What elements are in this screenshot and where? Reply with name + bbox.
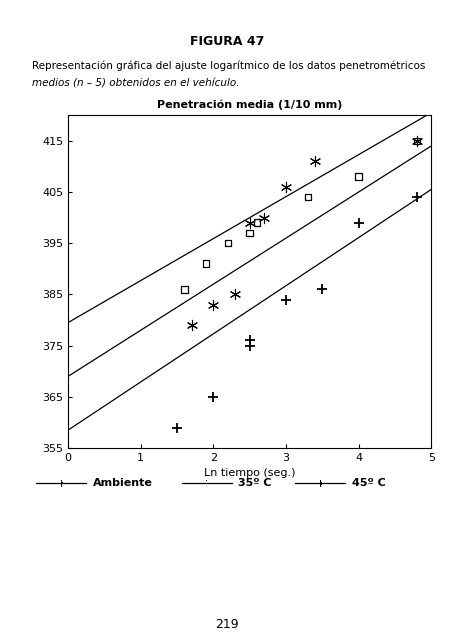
Point (261, 212, 268, 223)
Point (413, 192, 420, 202)
Point (321, 449, 328, 460)
Point (282, 182, 290, 192)
Point (224, 238, 232, 248)
Point (246, 340, 253, 351)
Point (311, 156, 319, 166)
Point (355, 172, 362, 182)
Point (413, 136, 420, 146)
Point (188, 320, 195, 330)
Point (210, 392, 217, 402)
Point (355, 218, 362, 228)
Point (232, 289, 239, 300)
Title: Penetración media (1/10 mm): Penetración media (1/10 mm) (157, 100, 342, 110)
Point (202, 259, 210, 269)
Point (246, 335, 253, 346)
Text: 219: 219 (215, 618, 239, 630)
Point (282, 294, 290, 305)
Point (181, 284, 188, 294)
Point (210, 300, 217, 310)
Text: Representación gráfica del ajuste logarítmico de los datos penetrométricos: Representación gráfica del ajuste logarí… (32, 61, 425, 71)
Point (413, 136, 420, 146)
Point (173, 422, 181, 433)
Point (207, 449, 214, 460)
Point (246, 228, 253, 238)
Point (62, 449, 69, 460)
Text: 45º C: 45º C (352, 478, 385, 488)
Text: Ambiente: Ambiente (93, 478, 153, 488)
Point (319, 284, 326, 294)
Point (246, 218, 253, 228)
X-axis label: Ln tiempo (seg.): Ln tiempo (seg.) (204, 468, 296, 479)
Text: 35º C: 35º C (238, 478, 272, 488)
Text: FIGURA 47: FIGURA 47 (190, 35, 264, 48)
Point (253, 218, 261, 228)
Text: medios (n – 5) obtenidos en el vehículo.: medios (n – 5) obtenidos en el vehículo. (32, 78, 239, 88)
Point (304, 192, 311, 202)
